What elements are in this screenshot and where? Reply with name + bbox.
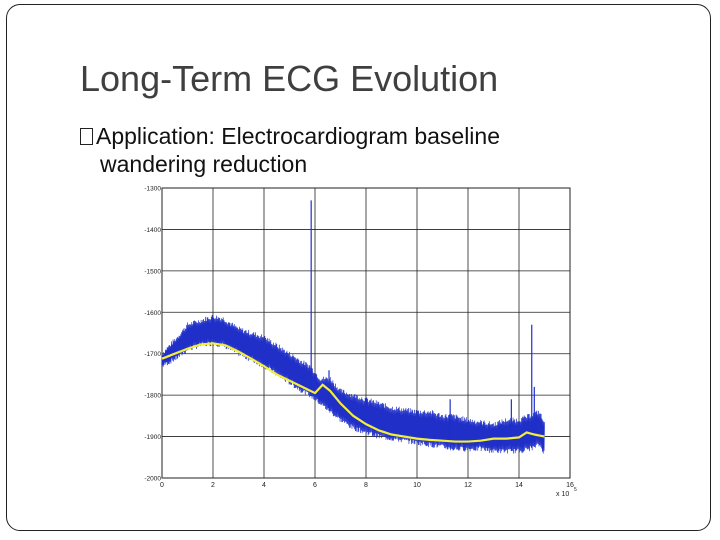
- baseline-trace: [161, 342, 545, 443]
- y-tick-label: -1300: [144, 186, 161, 193]
- bullet-box-icon: [80, 128, 93, 145]
- y-tick-label: -1400: [144, 227, 161, 234]
- x-multiplier-label: x 10: [556, 491, 569, 498]
- x-tick-label: 10: [413, 482, 421, 489]
- y-tick-label: -1500: [144, 268, 161, 275]
- ecg-chart: 0 2 4 6 8 10 12 14 16 -1300 -1400 -1500 -1600 -1700 -1…: [144, 186, 577, 499]
- bullet-line-2: wandering reduction: [100, 151, 308, 177]
- x-tick-label: 2: [211, 482, 215, 489]
- bullet-line-1: Application: Electrocardiogram baseline: [80, 122, 640, 150]
- y-tick-label: -1700: [144, 351, 161, 358]
- baseline-series: [161, 342, 545, 443]
- x-multiplier-exponent: 5: [574, 487, 577, 493]
- x-tick-label: 12: [464, 482, 472, 489]
- bullet-line-1-text: Application: Electrocardiogram baseline: [96, 123, 500, 149]
- y-tick-label: -1900: [144, 434, 161, 441]
- x-tick-label: 16: [566, 482, 574, 489]
- y-tick-label: -1600: [144, 310, 161, 317]
- x-tick-label: 8: [364, 482, 368, 489]
- x-tick-label: 14: [515, 482, 523, 489]
- y-tick-label: -1800: [144, 393, 161, 400]
- raw-ecg-series: [161, 200, 545, 454]
- slide-title: Long-Term ECG Evolution: [80, 58, 499, 99]
- bullet-text: Application: Electrocardiogram baseline …: [80, 122, 640, 178]
- x-tick-label: 6: [313, 482, 317, 489]
- y-tick-label: -2000: [144, 476, 161, 483]
- x-tick-label: 4: [262, 482, 266, 489]
- chart-axes: 0 2 4 6 8 10 12 14 16 -1300 -1400 -1500 -1600 -1700 -1…: [144, 186, 577, 499]
- slide-frame: [6, 4, 711, 531]
- x-tick-label: 0: [160, 482, 164, 489]
- raw-ecg-trace: [161, 314, 545, 454]
